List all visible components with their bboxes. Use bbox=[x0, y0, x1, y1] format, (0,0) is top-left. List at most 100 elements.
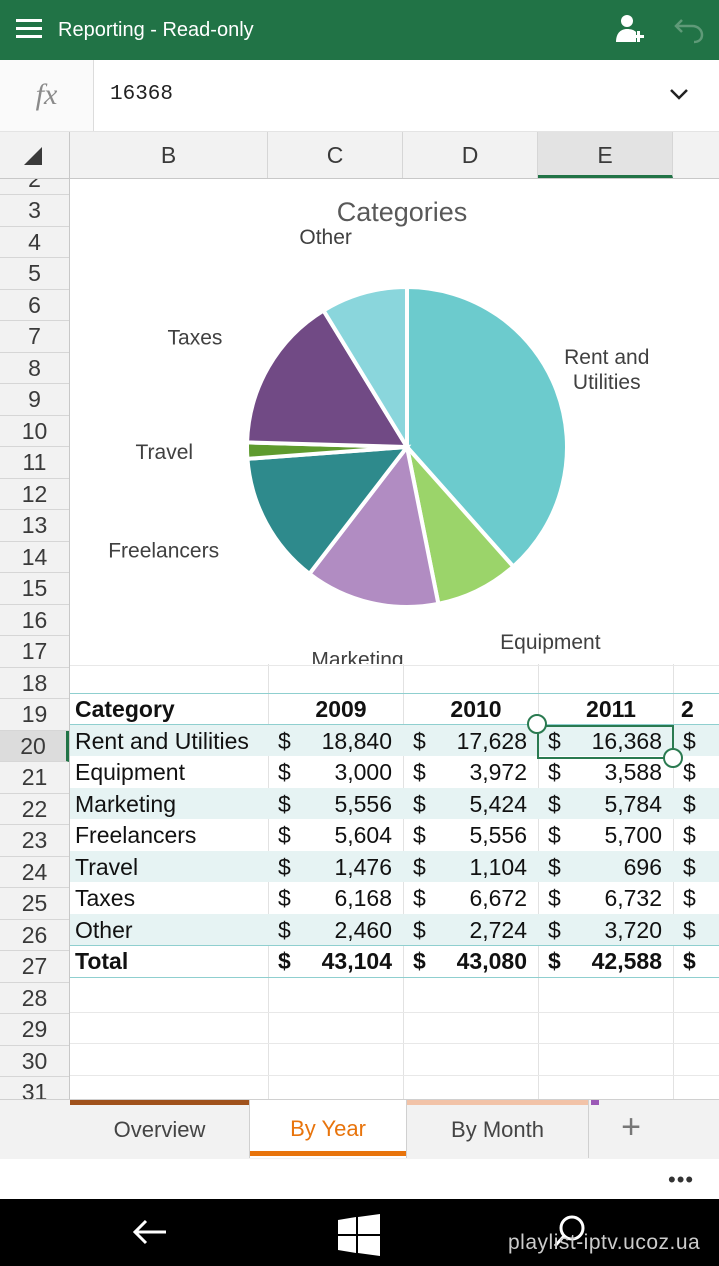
row-header-9[interactable]: 9 bbox=[0, 384, 69, 416]
row-header-25[interactable]: 25 bbox=[0, 888, 69, 920]
table-row-value-2009: 1,476 bbox=[334, 853, 392, 880]
currency-symbol: $ bbox=[548, 759, 561, 785]
column-header-d[interactable]: D bbox=[403, 132, 538, 178]
pie-label-marketing: Marketing bbox=[311, 648, 403, 664]
currency-symbol: $ bbox=[683, 727, 696, 754]
currency-symbol: $ bbox=[683, 822, 696, 848]
tab-overview-label: Overview bbox=[113, 1117, 206, 1142]
function-icon[interactable]: fx bbox=[0, 60, 94, 131]
table-row-value-2010: 6,672 bbox=[469, 885, 527, 911]
pie-slice-rent-and-utilities[interactable] bbox=[405, 284, 569, 570]
column-header-b[interactable]: B bbox=[70, 132, 268, 178]
row-header-12[interactable]: 12 bbox=[0, 479, 69, 510]
sheet-tab-bar: Overview By Year By Month + bbox=[0, 1099, 719, 1159]
grid-line bbox=[70, 665, 719, 666]
row-header-7[interactable]: 7 bbox=[0, 321, 69, 353]
row-header-28[interactable]: 28 bbox=[0, 983, 69, 1014]
row-header-31[interactable]: 31 bbox=[0, 1077, 69, 1099]
chart-title: Categories bbox=[337, 197, 468, 227]
row-header-24[interactable]: 24 bbox=[0, 857, 69, 888]
pie-slice-marketing[interactable] bbox=[306, 442, 441, 609]
table-row-value-2011: 5,700 bbox=[604, 822, 662, 848]
row-header-30[interactable]: 30 bbox=[0, 1046, 69, 1077]
row-header-11[interactable]: 11 bbox=[0, 447, 69, 479]
formula-input[interactable]: 16368 bbox=[110, 83, 174, 106]
selection-handle-bottom[interactable] bbox=[663, 748, 683, 768]
row-header-14[interactable]: 14 bbox=[0, 542, 69, 573]
tab-by-year[interactable]: By Year bbox=[250, 1100, 407, 1158]
back-arrow-icon[interactable] bbox=[132, 1217, 168, 1247]
windows-start-icon[interactable] bbox=[338, 1214, 380, 1256]
currency-symbol: $ bbox=[683, 853, 696, 880]
row-header-15[interactable]: 15 bbox=[0, 573, 69, 605]
row-header-8[interactable]: 8 bbox=[0, 353, 69, 384]
undo-icon[interactable] bbox=[672, 14, 706, 44]
table-row-value-2010: 3,972 bbox=[469, 759, 527, 785]
search-icon[interactable] bbox=[552, 1214, 588, 1250]
row-header-17[interactable]: 17 bbox=[0, 636, 69, 668]
table-row-category: Travel bbox=[75, 853, 139, 880]
currency-symbol: $ bbox=[413, 853, 426, 880]
row-header-4[interactable]: 4 bbox=[0, 227, 69, 258]
table-total-line bbox=[70, 945, 719, 946]
worksheet-grid[interactable]: Categories Rent and Utilities Equipment Mar… bbox=[70, 179, 719, 1099]
selected-cell-e20[interactable] bbox=[537, 725, 674, 759]
row-header-23[interactable]: 23 bbox=[0, 825, 69, 857]
row-header-29[interactable]: 29 bbox=[0, 1014, 69, 1046]
row-header-19[interactable]: 19 bbox=[0, 699, 69, 731]
row-header-13[interactable]: 13 bbox=[0, 510, 69, 542]
column-header-e[interactable]: E bbox=[538, 132, 673, 178]
pie-slice-freelancers[interactable] bbox=[245, 444, 412, 577]
title-bar: Reporting - Read-only bbox=[0, 0, 719, 60]
add-sheet-button[interactable]: + bbox=[621, 1108, 641, 1146]
tab-color-strip bbox=[70, 1100, 249, 1105]
row-header-3[interactable]: 3 bbox=[0, 195, 69, 227]
row-header-27[interactable]: 27 bbox=[0, 951, 69, 983]
table-row-value-2011: 3,588 bbox=[604, 759, 662, 785]
row-header-20[interactable]: 20 bbox=[0, 730, 69, 762]
column-header-c[interactable]: C bbox=[268, 132, 403, 178]
row-header-6[interactable]: 6 bbox=[0, 290, 69, 321]
selection-handle-top[interactable] bbox=[527, 714, 547, 734]
more-options-button[interactable]: ••• bbox=[668, 1167, 695, 1192]
table-row-category: Equipment bbox=[75, 759, 185, 785]
hamburger-menu-icon[interactable] bbox=[16, 17, 42, 41]
currency-symbol: $ bbox=[548, 948, 561, 974]
select-all-corner[interactable] bbox=[0, 132, 70, 178]
row-header-2[interactable]: 2 bbox=[0, 179, 69, 195]
table-row-value-2010: 2,724 bbox=[469, 916, 527, 943]
table-row-value-2011: 6,732 bbox=[604, 885, 662, 911]
table-band bbox=[70, 788, 719, 819]
pie-slice-taxes[interactable] bbox=[245, 307, 411, 450]
table-header-category: Category bbox=[75, 696, 175, 722]
row-header-18[interactable]: 18 bbox=[0, 668, 69, 699]
row-header-10[interactable]: 10 bbox=[0, 416, 69, 447]
table-row-value-2009: 5,556 bbox=[334, 790, 392, 817]
tab-overview[interactable]: Overview bbox=[70, 1100, 250, 1158]
active-tab-indicator bbox=[250, 1151, 406, 1156]
row-header-21[interactable]: 21 bbox=[0, 762, 69, 794]
table-row-category: Freelancers bbox=[75, 822, 197, 848]
table-row-value-2009: 3,000 bbox=[334, 759, 392, 785]
currency-symbol: $ bbox=[278, 759, 291, 785]
total-row-value-2010: 43,080 bbox=[456, 948, 527, 974]
row-header-5[interactable]: 5 bbox=[0, 258, 69, 290]
currency-symbol: $ bbox=[683, 759, 696, 785]
row-header-16[interactable]: 16 bbox=[0, 605, 69, 636]
currency-symbol: $ bbox=[278, 790, 291, 817]
column-header: B C D E bbox=[0, 132, 719, 179]
tab-by-year-label: By Year bbox=[290, 1116, 366, 1141]
row-header-26[interactable]: 26 bbox=[0, 920, 69, 951]
grid-line bbox=[70, 1012, 719, 1013]
table-band bbox=[70, 851, 719, 882]
pie-chart[interactable]: Categories Rent and Utilities Equipment Mar… bbox=[75, 179, 719, 664]
tab-by-month[interactable]: By Month bbox=[407, 1100, 589, 1158]
currency-symbol: $ bbox=[278, 916, 291, 943]
row-header-22[interactable]: 22 bbox=[0, 794, 69, 825]
add-person-icon[interactable] bbox=[612, 12, 646, 46]
table-border-top bbox=[70, 693, 719, 694]
pie-slice-other[interactable] bbox=[320, 284, 409, 455]
table-row-category: Marketing bbox=[75, 790, 176, 817]
chevron-down-icon[interactable] bbox=[668, 86, 690, 102]
currency-symbol: $ bbox=[413, 790, 426, 817]
